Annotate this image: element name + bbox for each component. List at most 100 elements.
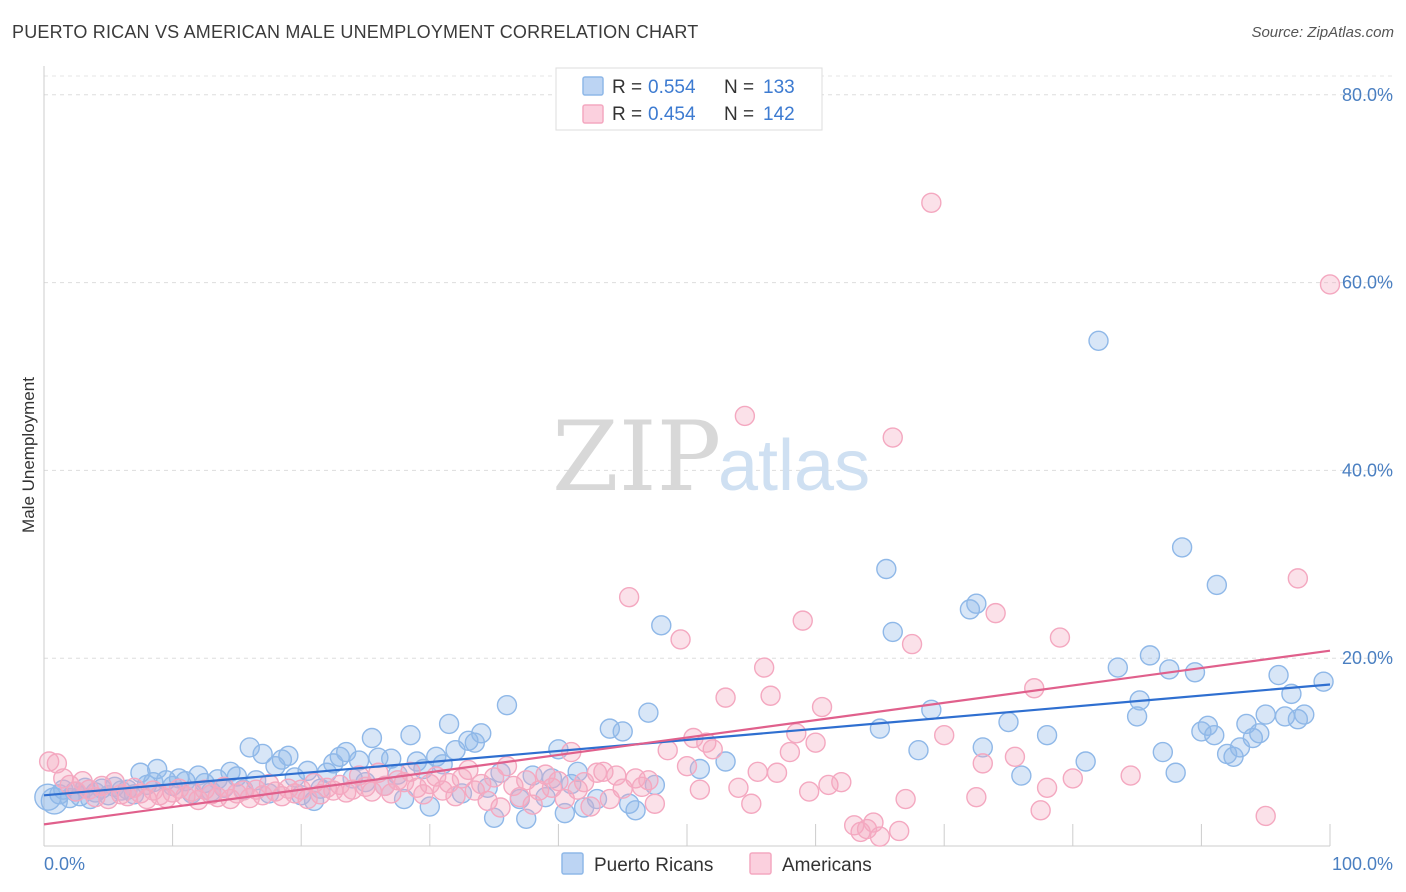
american-point [702,739,723,760]
american-point [1004,746,1026,767]
american-point [888,820,910,842]
legend-n-value-0: 133 [763,77,795,98]
series-legend: Puerto Ricans Americans [561,852,872,876]
american-point [496,755,518,777]
american-point [535,764,556,785]
puerto-rican-point [1255,704,1276,725]
puerto-rican-point [612,721,633,742]
american-point [445,786,466,807]
american-point [734,405,756,427]
american-point [381,783,402,804]
legend-r-label-0: R = [612,77,642,98]
american-point [644,793,666,814]
puerto-rican-point [972,737,993,758]
puerto-rican-point [1011,765,1032,786]
american-point [458,759,479,781]
puerto-rican-point [1075,751,1096,772]
american-point [792,610,813,631]
american-point [1319,274,1341,295]
series-americans-points [38,192,1341,847]
puerto-rican-point [1152,741,1174,763]
trend-lines [43,649,1331,826]
axes [43,66,1331,847]
bottom-legend-label-puerto-ricans: Puerto Ricans [594,855,713,876]
american-point [593,761,614,783]
puerto-rican-point [1294,704,1315,725]
legend-r-value-1: 0.454 [648,104,696,125]
american-point [728,777,749,798]
american-point [1062,768,1084,789]
american-point [670,629,691,650]
puerto-rican-point [393,788,415,810]
american-point [85,786,106,808]
correlation-legend: R = 0.554 N = 133 R = 0.454 N = 142 [555,67,823,131]
american-point [869,826,891,847]
watermark: ZIP atlas [552,401,870,513]
american-point [104,771,125,793]
puerto-rican-point [1171,537,1193,558]
puerto-rican-point [496,694,518,716]
legend-r-label-1: R = [612,104,642,125]
american-point [901,633,923,655]
y-tick-label: 80.0% [1342,85,1393,105]
american-point [46,753,68,774]
puerto-rican-point [959,599,981,620]
american-point [779,741,801,763]
puerto-rican-point [1184,662,1206,683]
american-point [1120,765,1141,786]
y-tick-label: 60.0% [1342,273,1393,293]
puerto-rican-point [1139,645,1161,666]
puerto-rican-point [471,723,492,744]
series-puerto-ricans-points [34,330,1334,829]
puerto-rican-point [1126,706,1148,727]
puerto-rican-point [1249,723,1270,744]
puerto-rican-point [554,802,576,824]
x-tick-label-min: 0.0% [44,854,85,874]
american-point [985,602,1006,624]
american-point [972,753,993,774]
legend-n-label-1: N = [724,104,754,125]
american-point [786,723,807,744]
y-axis-label: Male Unemployment [19,377,38,533]
american-point [966,786,987,808]
american-point [618,586,640,608]
puerto-rican-point [1191,721,1212,742]
american-point [503,775,524,797]
puerto-rican-point [1159,659,1180,680]
american-point [882,427,903,448]
american-point [741,793,762,814]
x-tick-labels: 0.0% 100.0% [44,854,1393,874]
puerto-rican-point [876,558,897,580]
american-point [638,770,659,791]
american-point [689,779,711,800]
trend-line-puerto-ricans [43,683,1331,797]
puerto-rican-point [966,593,987,614]
legend-swatch-puerto-ricans [582,76,604,96]
american-point [438,772,460,794]
puerto-rican-point [361,727,383,749]
puerto-rican-point [1088,330,1109,352]
puerto-rican-point [1204,724,1225,746]
legend-n-value-1: 142 [763,104,795,125]
puerto-rican-point [998,711,1019,733]
puerto-rican-point [252,743,273,765]
american-point [657,740,678,761]
puerto-rican-point [271,749,293,770]
american-point [895,788,916,810]
grid-lines [44,75,1393,659]
watermark-zip: ZIP [552,401,721,513]
american-point [766,762,788,783]
watermark-atlas: atlas [718,426,870,506]
american-point [798,781,820,802]
puerto-rican-point [1268,664,1289,686]
puerto-rican-point [638,702,659,723]
puerto-rican-point [625,800,646,821]
trend-line-americans [43,649,1331,826]
american-point [753,657,775,678]
puerto-rican-point [689,758,711,780]
bottom-legend-swatch-americans [749,852,772,875]
american-point [676,755,698,777]
puerto-rican-point [438,713,460,735]
y-tick-label: 20.0% [1342,648,1393,668]
